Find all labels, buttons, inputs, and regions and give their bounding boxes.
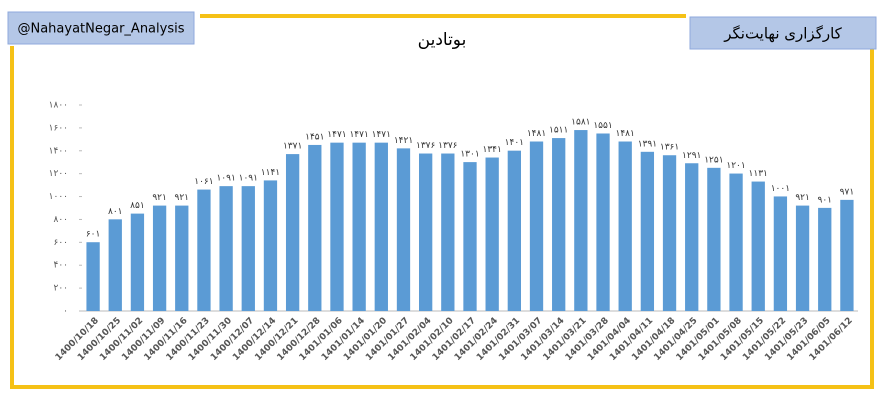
- bar: [552, 138, 566, 311]
- value-label: ۱۵۵۱: [593, 121, 612, 131]
- value-label: ۹۲۱: [175, 193, 190, 203]
- bar: [285, 154, 300, 311]
- bar: [330, 142, 344, 311]
- value-label: ۱۵۸۱: [571, 118, 590, 128]
- badge-text: @NahayatNegar_Analysis: [17, 22, 184, 37]
- value-label: ۸۵۱: [130, 201, 145, 211]
- bar: [419, 153, 433, 311]
- bar: [707, 167, 721, 311]
- bar: [441, 153, 455, 311]
- y-tick-label: ۶۰۰: [53, 238, 68, 248]
- bar: [751, 181, 765, 311]
- y-tick-label: ۱۰۰۰: [49, 192, 68, 202]
- value-label: ۱۴۷۱: [372, 130, 391, 140]
- value-label: ۹۲۱: [152, 193, 167, 203]
- badge-right: [689, 16, 877, 50]
- value-label: ۱۳۹۱: [638, 139, 657, 149]
- bar: [529, 141, 544, 311]
- value-label: ۱۳۷۶: [438, 141, 458, 151]
- value-label: ۱۳۴۱: [482, 145, 501, 155]
- value-label: ۱۳۶۱: [660, 143, 679, 153]
- bar: [574, 130, 588, 311]
- value-label: ۱۲۰۱: [726, 161, 745, 171]
- value-label: ۱۴۷۱: [349, 130, 368, 140]
- bar: [773, 196, 788, 311]
- value-label: ۱۴۸۱: [616, 129, 635, 139]
- value-label: ۱۱۳۱: [749, 169, 768, 179]
- value-label: ۶۰۱: [86, 230, 101, 240]
- y-tick-label: ۴۰۰: [53, 261, 68, 271]
- value-label: ۱۵۱۱: [549, 126, 568, 136]
- value-label: ۱۰۹۱: [216, 174, 235, 184]
- bar: [729, 173, 743, 311]
- bar: [396, 148, 411, 311]
- value-label: ۱۳۷۶: [416, 141, 436, 151]
- bar: [108, 219, 122, 311]
- value-label: ۱۳۷۱: [283, 142, 302, 152]
- bar: [662, 155, 677, 311]
- value-label: ۱۴۲۱: [394, 136, 413, 146]
- bar: [152, 205, 167, 311]
- y-tick-label: ۱۲۰۰: [49, 169, 68, 179]
- y-tick-label: ۲۰۰: [53, 284, 68, 294]
- bar: [507, 150, 521, 311]
- value-label: ۱۴۵۱: [305, 132, 324, 142]
- value-label: ۹۲۱: [795, 193, 810, 203]
- value-label: ۱۰۶۱: [194, 177, 213, 187]
- value-label: ۱۳۰۱: [460, 150, 479, 160]
- badge-left: [7, 11, 195, 45]
- bar: [308, 144, 322, 311]
- bar: [640, 151, 655, 311]
- value-label: ۱۴۸۱: [527, 129, 546, 139]
- chart-title: بوتادین: [418, 30, 467, 50]
- bar: [463, 162, 477, 311]
- bar: [596, 133, 610, 311]
- bar: [263, 180, 278, 311]
- value-label: ۱۴۰۱: [505, 138, 524, 148]
- y-tick-label: ۱۸۰۰: [49, 101, 68, 111]
- value-label: ۹۰۱: [817, 195, 832, 205]
- bar: [840, 199, 854, 311]
- frame: [10, 14, 874, 389]
- value-label: ۱۰۹۱: [239, 174, 258, 184]
- bar: [86, 242, 100, 311]
- bar: [219, 186, 233, 311]
- y-tick-label: ۱۴۰۰: [49, 146, 68, 156]
- bar: [130, 213, 145, 311]
- bar: [618, 141, 632, 311]
- value-label: ۱۲۵۱: [704, 155, 723, 165]
- badge-text: کارگزاری نهایت‌نگر: [723, 25, 842, 43]
- y-tick-label: ۱۶۰۰: [49, 123, 68, 133]
- bar: [352, 142, 366, 311]
- value-label: ۱۲۹۱: [682, 151, 701, 161]
- value-label: ۸۰۱: [108, 207, 123, 217]
- value-label: ۱۱۴۱: [261, 168, 280, 178]
- bar: [175, 205, 189, 311]
- bar: [197, 189, 211, 311]
- value-label: ۱۴۷۱: [327, 130, 346, 140]
- value-label: ۹۷۱: [840, 187, 855, 197]
- bar: [374, 142, 388, 311]
- y-tick-label: ۸۰۰: [53, 215, 68, 225]
- value-label: ۱۰۰۱: [771, 184, 790, 194]
- bar: [818, 207, 832, 311]
- bar: [795, 205, 810, 311]
- bar: [685, 163, 699, 311]
- bar: [485, 157, 499, 311]
- bar: [241, 186, 255, 311]
- y-tick-label: ۰: [63, 307, 68, 317]
